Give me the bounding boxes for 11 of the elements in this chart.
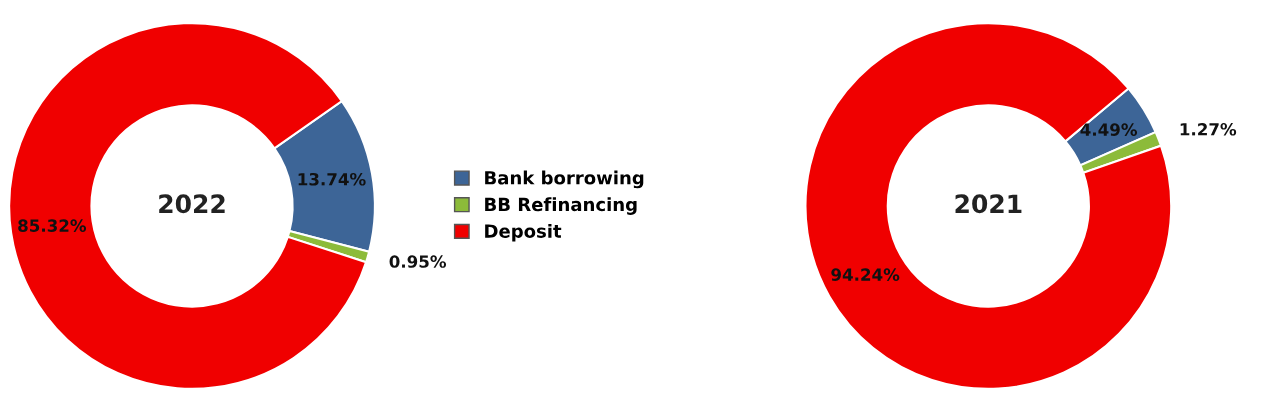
text: 2022 bbox=[159, 194, 225, 214]
data-label: 13.74% bbox=[298, 172, 366, 186]
legend-label: Bank borrowing bbox=[485, 170, 644, 189]
legend-label: Deposit bbox=[485, 223, 562, 242]
data-label: 1.27% bbox=[1180, 123, 1237, 136]
data-label: 4.49% bbox=[1080, 123, 1138, 136]
text: 2021 bbox=[955, 194, 1022, 214]
data-label: 85.32% bbox=[18, 219, 87, 232]
data-label: 94.24% bbox=[831, 268, 900, 281]
data-label: 0.95% bbox=[389, 255, 447, 268]
legend-label: BB Refinancing bbox=[485, 197, 637, 215]
